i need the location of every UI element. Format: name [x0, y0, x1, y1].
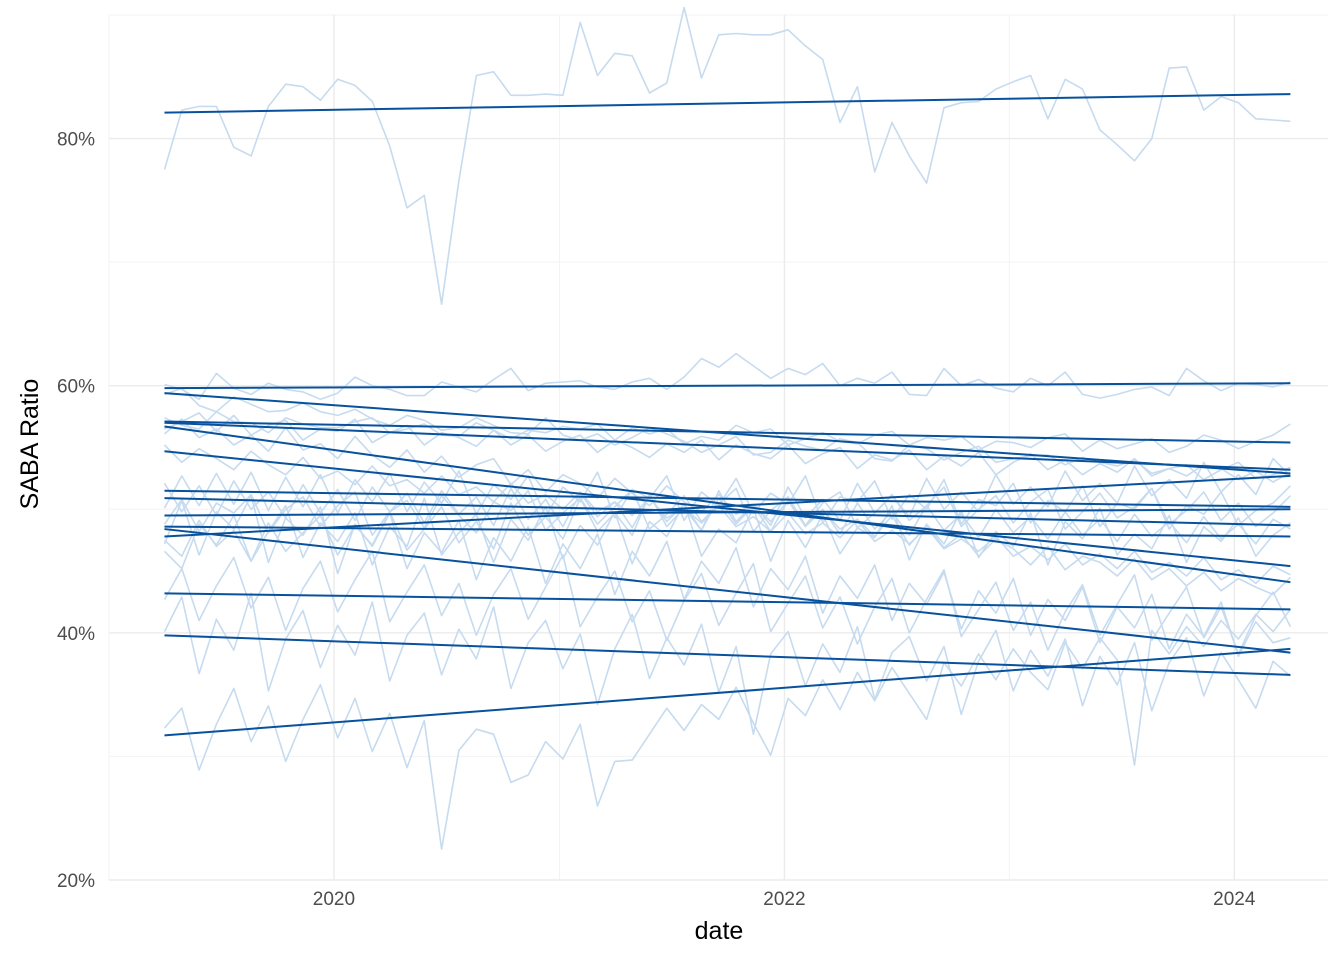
raw-series-line — [163, 592, 1291, 736]
trend-line — [164, 382, 1291, 390]
raw-series-line — [164, 352, 1291, 401]
trend-line — [164, 450, 1291, 568]
raw-series-line — [163, 494, 1291, 658]
trend-line — [164, 421, 1291, 471]
trend-line — [164, 420, 1291, 444]
trend-line — [164, 93, 1291, 114]
trend-lines-group — [164, 93, 1291, 737]
x-axis-ticks: 2020 2022 2024 — [313, 889, 1256, 910]
y-tick-label: 60% — [57, 377, 95, 398]
trend-line — [164, 392, 1291, 475]
trend-line — [164, 425, 1291, 584]
grid — [108, 14, 1328, 881]
x-tick-label: 2020 — [313, 889, 355, 910]
trend-line — [164, 508, 1291, 517]
trend-line — [164, 647, 1291, 737]
raw-series-line — [163, 608, 1292, 850]
y-tick-label: 80% — [57, 130, 95, 151]
x-tick-label: 2024 — [1213, 889, 1256, 910]
raw-series-line — [163, 550, 1292, 655]
raw-series-line — [163, 497, 1291, 570]
x-tick-label: 2022 — [763, 889, 805, 910]
trend-line — [164, 592, 1291, 611]
trend-line — [164, 528, 1291, 654]
y-axis-title: SABA Ratio — [16, 379, 44, 510]
trend-line — [164, 634, 1291, 676]
raw-series-line — [163, 6, 1291, 306]
trend-line — [164, 474, 1291, 538]
y-axis-ticks: 20% 40% 60% 80% — [57, 130, 95, 892]
raw-series-line — [164, 412, 1291, 481]
x-axis-title: date — [695, 917, 744, 945]
trend-line — [164, 525, 1291, 538]
y-tick-label: 40% — [57, 624, 95, 645]
y-tick-label: 20% — [57, 871, 95, 892]
trend-line — [164, 489, 1291, 508]
